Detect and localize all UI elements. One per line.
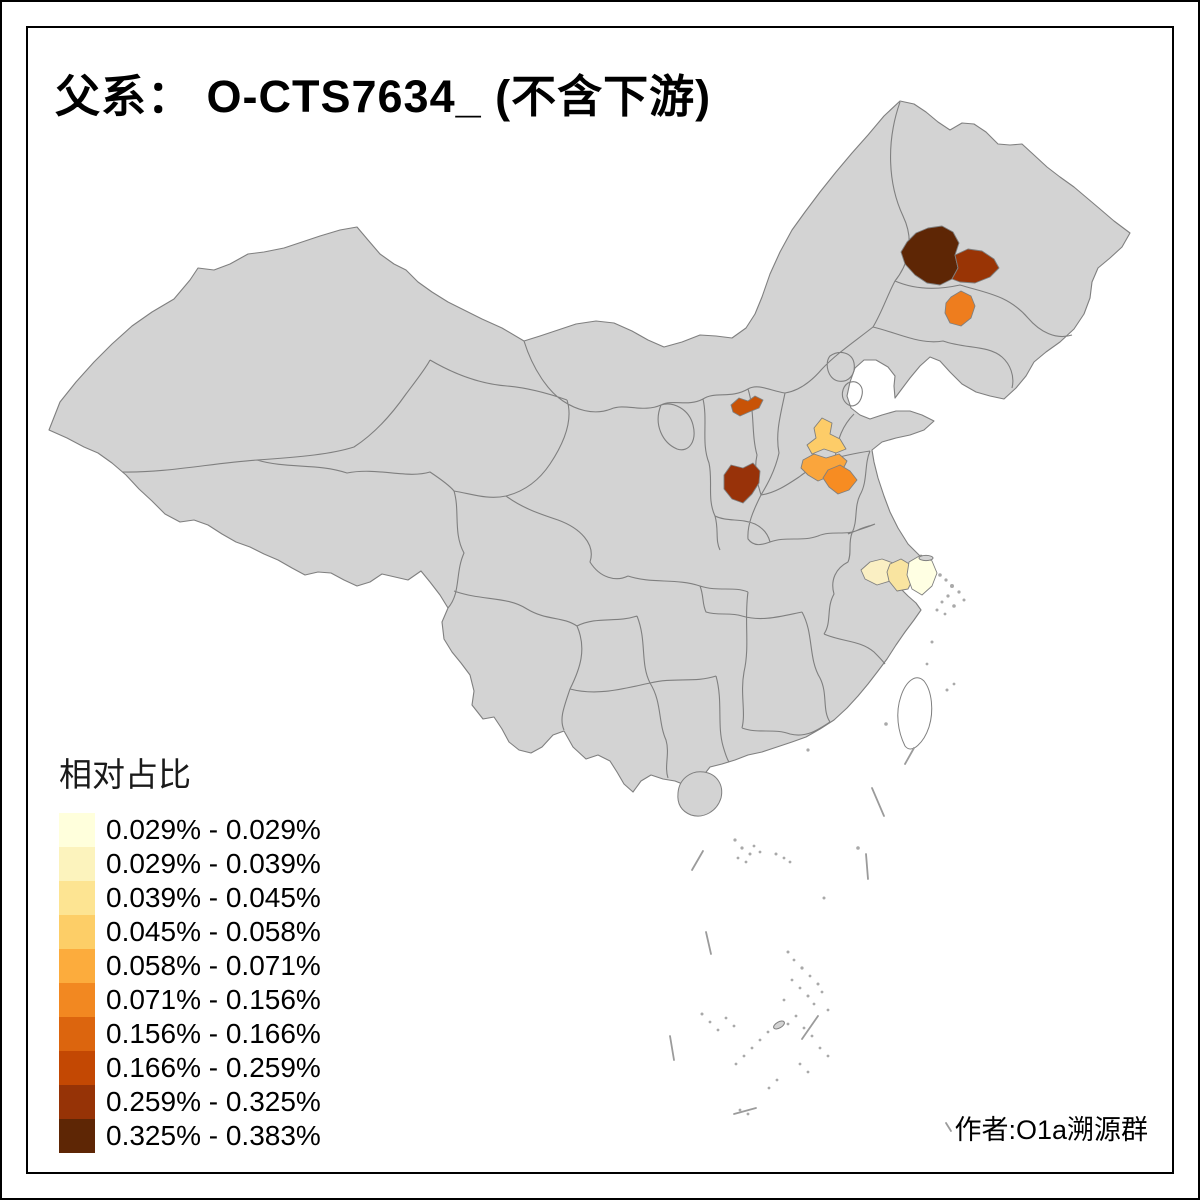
legend-row: 0.325% - 0.383% bbox=[59, 1119, 321, 1153]
legend-color-swatch bbox=[59, 1017, 95, 1051]
attribution-text: 作者:O1a溯源群 bbox=[954, 1115, 1148, 1145]
legend-row: 0.045% - 0.058% bbox=[59, 915, 321, 949]
legend-color-swatch bbox=[59, 1119, 95, 1153]
legend-color-swatch bbox=[59, 983, 95, 1017]
region-central-light-amber bbox=[806, 417, 847, 455]
legend-color-swatch bbox=[59, 1085, 95, 1119]
region-central-dark-brown bbox=[723, 462, 761, 504]
legend-range-label: 0.029% - 0.039% bbox=[106, 848, 321, 879]
legend-row: 0.039% - 0.045% bbox=[59, 881, 321, 915]
chongming-island bbox=[918, 554, 934, 562]
legend-row: 0.029% - 0.029% bbox=[59, 813, 321, 847]
legend-color-swatch bbox=[59, 1051, 95, 1085]
legend-color-swatch bbox=[59, 915, 95, 949]
legend-row: 0.259% - 0.325% bbox=[59, 1085, 321, 1119]
plot-frame bbox=[26, 26, 1174, 1174]
hainan-island bbox=[677, 771, 723, 817]
region-north-small-dark-orange bbox=[730, 395, 764, 417]
region-central-deep-orange bbox=[822, 464, 858, 495]
legend-range-label: 0.029% - 0.029% bbox=[106, 814, 321, 845]
legend-color-swatch bbox=[59, 813, 95, 847]
legend-range-label: 0.325% - 0.383% bbox=[106, 1120, 321, 1151]
legend-range-label: 0.039% - 0.045% bbox=[106, 882, 321, 913]
legend-row: 0.058% - 0.071% bbox=[59, 949, 321, 983]
legend-range-label: 0.045% - 0.058% bbox=[106, 916, 321, 947]
legend-row: 0.156% - 0.166% bbox=[59, 1017, 321, 1051]
region-northeast-orange bbox=[944, 290, 976, 327]
province-borders bbox=[121, 101, 1073, 779]
nine-dash-line bbox=[669, 747, 952, 1132]
legend-color-swatch bbox=[59, 881, 95, 915]
region-east-light-yellow bbox=[886, 558, 915, 592]
small-islands bbox=[700, 573, 966, 1116]
legend: 相对占比 0.029% - 0.029% 0.029% - 0.039% 0.039… bbox=[59, 748, 321, 1153]
legend-range-label: 0.071% - 0.156% bbox=[106, 984, 321, 1015]
legend-range-label: 0.058% - 0.071% bbox=[106, 950, 321, 981]
legend-row: 0.029% - 0.039% bbox=[59, 847, 321, 881]
legend-range-label: 0.166% - 0.259% bbox=[106, 1052, 321, 1083]
region-northeast-dark-brown bbox=[951, 248, 1000, 284]
taiwan-island bbox=[897, 677, 933, 750]
legend-row: 0.166% - 0.259% bbox=[59, 1051, 321, 1085]
legend-title: 相对占比 bbox=[59, 756, 191, 793]
legend-rows: 0.029% - 0.029% 0.029% - 0.039% 0.039% - 0… bbox=[59, 813, 321, 1153]
region-east-palest-yellow bbox=[906, 554, 938, 596]
legend-range-label: 0.156% - 0.166% bbox=[106, 1018, 321, 1049]
highlighted-regions bbox=[723, 225, 1000, 596]
legend-color-swatch bbox=[59, 847, 95, 881]
legend-row: 0.071% - 0.156% bbox=[59, 983, 321, 1017]
china-mainland-shape bbox=[48, 100, 1131, 802]
legend-range-label: 0.259% - 0.325% bbox=[106, 1086, 321, 1117]
map-title: 父系： O-CTS7634_ (不含下游) bbox=[55, 71, 712, 122]
legend-color-swatch bbox=[59, 949, 95, 983]
